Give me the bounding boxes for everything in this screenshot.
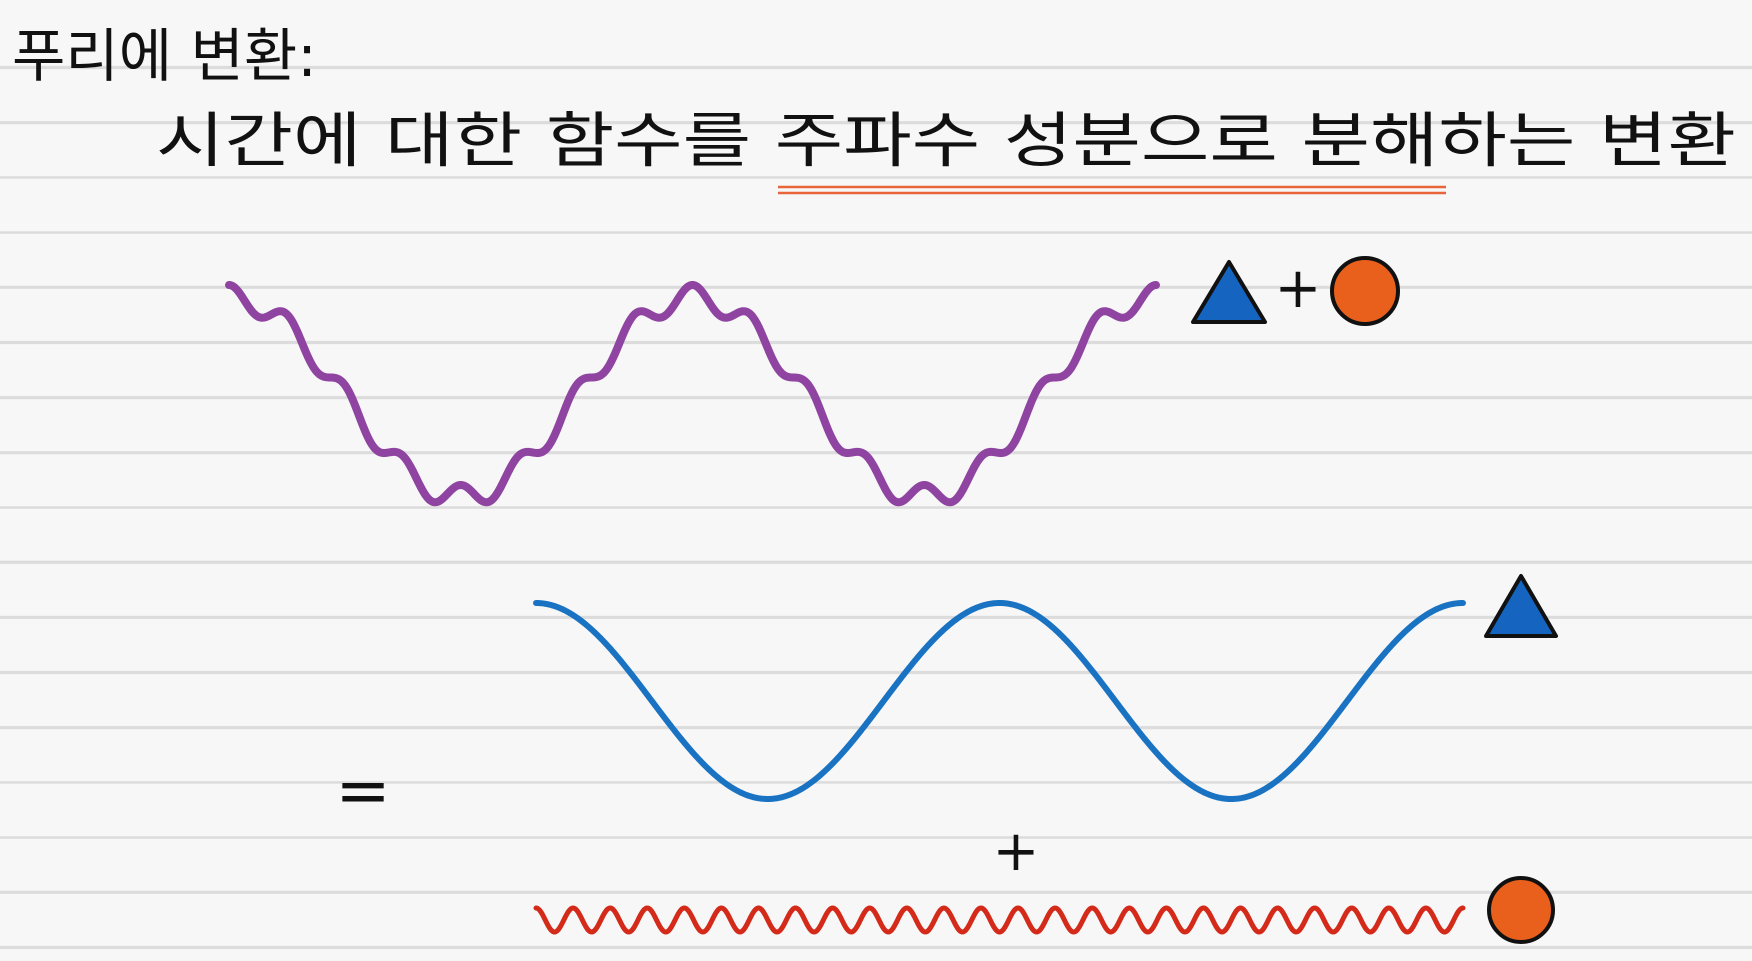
combined-wave [225, 281, 1160, 507]
high-frequency-wave [533, 905, 1466, 935]
circle-icon [1487, 876, 1555, 944]
low-frequency-wave [533, 600, 1466, 803]
plus: + [993, 819, 1040, 884]
subtitle: 시간에 대한 함수를 주파수 성분으로 분해하는 변환 [156, 107, 1736, 177]
title: 푸리에 변환: [12, 22, 317, 90]
triangle-icon [1191, 260, 1267, 324]
triangle-icon [1484, 574, 1558, 638]
equals: = [335, 752, 390, 829]
circle-icon [1330, 256, 1400, 326]
plus: + [1275, 256, 1322, 321]
